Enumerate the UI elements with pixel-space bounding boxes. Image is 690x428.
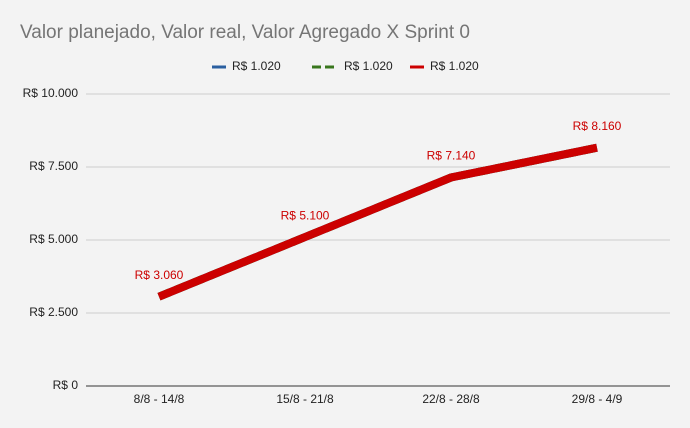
- data-label: R$ 5.100: [281, 208, 330, 222]
- data-label: R$ 7.140: [427, 149, 476, 163]
- legend-label: R$ 1.020: [430, 59, 479, 73]
- y-tick-label: R$ 0: [53, 378, 79, 392]
- legend-label: R$ 1.020: [344, 59, 393, 73]
- y-tick-label: R$ 7.500: [29, 159, 78, 173]
- x-tick-label: 29/8 - 4/9: [572, 392, 623, 406]
- x-tick-label: 8/8 - 14/8: [134, 392, 185, 406]
- y-tick-label: R$ 5.000: [29, 232, 78, 246]
- legend-label: R$ 1.020: [232, 59, 281, 73]
- y-tick-label: R$ 10.000: [23, 86, 79, 100]
- data-label: R$ 3.060: [135, 268, 184, 282]
- x-tick-label: 22/8 - 28/8: [422, 392, 480, 406]
- y-tick-label: R$ 2.500: [29, 305, 78, 319]
- chart-title: Valor planejado, Valor real, Valor Agreg…: [20, 22, 470, 43]
- x-tick-label: 15/8 - 21/8: [276, 392, 334, 406]
- data-label: R$ 8.160: [573, 119, 622, 133]
- series-line: [157, 143, 598, 301]
